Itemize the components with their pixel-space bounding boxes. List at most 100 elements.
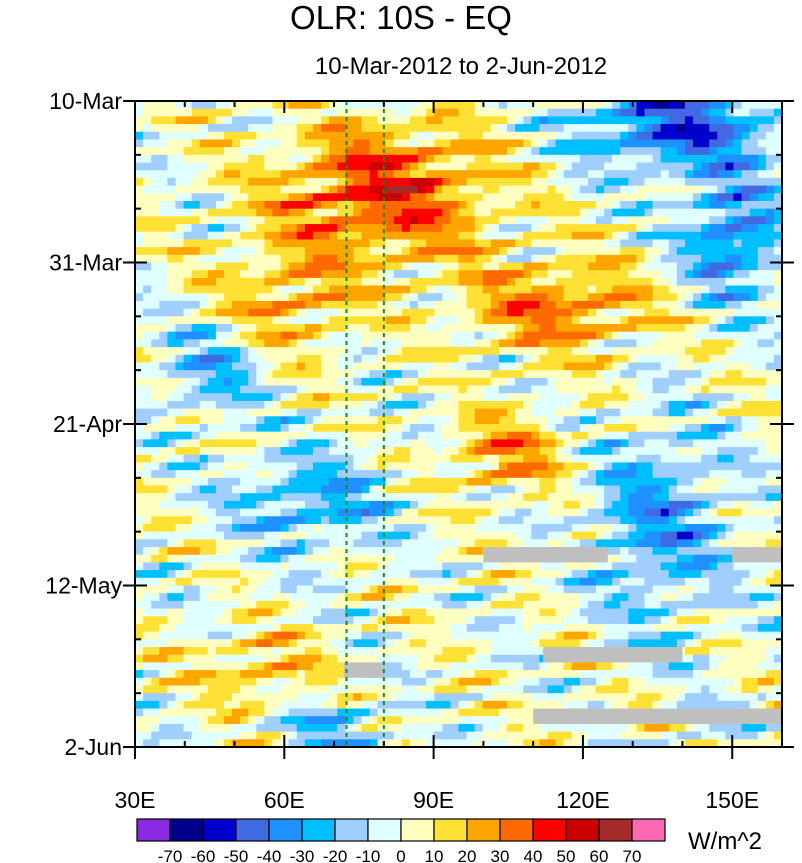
field-cell [765, 354, 775, 364]
field-cell [587, 224, 597, 233]
field-cell [272, 477, 282, 487]
field-cell [345, 562, 354, 571]
field-cell [652, 547, 662, 556]
field-cell [450, 185, 460, 194]
field-cell [393, 562, 403, 571]
field-cell [490, 262, 500, 271]
field-cell [612, 308, 621, 317]
field-cell [450, 385, 460, 394]
field-cell [515, 162, 524, 171]
field-cell [377, 431, 387, 440]
field-cell [361, 308, 371, 317]
field-cell [321, 316, 330, 325]
field-cell [312, 239, 322, 248]
field-cell [361, 477, 371, 487]
field-cell [652, 531, 662, 540]
field-cell [474, 470, 484, 479]
field-cell [523, 285, 532, 294]
field-cell [159, 270, 168, 279]
field-cell [345, 116, 354, 125]
field-cell [458, 354, 468, 364]
field-cell [523, 308, 532, 317]
field-cell [701, 370, 710, 379]
field-cell [143, 247, 152, 256]
field-cell [652, 385, 662, 394]
field-cell [466, 500, 476, 510]
field-cell [183, 131, 193, 141]
field-cell [466, 116, 476, 125]
field-cell [668, 385, 678, 394]
field-cell [458, 239, 468, 248]
field-cell [693, 347, 702, 356]
field-cell [757, 416, 767, 425]
field-cell [312, 231, 322, 241]
field-cell [135, 370, 144, 379]
field-cell [507, 393, 516, 402]
field-cell [604, 262, 613, 271]
field-cell [143, 377, 152, 387]
field-cell [345, 447, 354, 456]
field-cell [531, 362, 540, 371]
field-cell [490, 485, 500, 494]
field-cell [199, 124, 209, 133]
field-cell [434, 570, 443, 579]
field-cell [474, 362, 484, 371]
field-cell [337, 193, 346, 202]
field-cell [668, 262, 678, 271]
field-cell [369, 547, 379, 556]
field-cell [749, 170, 759, 179]
field-cell [490, 493, 500, 502]
field-cell [490, 416, 500, 425]
field-cell [515, 408, 524, 417]
field-cell [143, 554, 152, 564]
field-cell [345, 101, 354, 110]
field-cell [401, 577, 411, 587]
field-cell [167, 339, 177, 348]
field-cell [167, 293, 177, 302]
field-cell [329, 577, 338, 587]
field-cell [612, 316, 621, 325]
field-cell [215, 508, 225, 517]
field-cell [741, 270, 751, 279]
field-cell [571, 293, 581, 302]
field-cell [401, 493, 411, 502]
field-cell [426, 570, 435, 579]
field-cell [523, 208, 532, 217]
field-cell [207, 447, 217, 456]
field-cell [280, 200, 290, 210]
field-cell [612, 277, 621, 287]
field-cell [490, 431, 500, 440]
field-cell [207, 285, 217, 294]
field-cell [474, 131, 484, 141]
field-cell [693, 324, 702, 333]
field-cell [507, 131, 516, 141]
field-cell [636, 570, 646, 579]
field-cell [757, 493, 767, 502]
field-cell [345, 462, 354, 471]
field-cell [288, 116, 298, 125]
field-cell [377, 308, 387, 317]
field-cell [280, 116, 290, 125]
field-cell [321, 239, 330, 248]
field-cell [563, 285, 573, 294]
field-cell [466, 324, 476, 333]
field-cell [135, 354, 144, 364]
field-cell [458, 539, 468, 548]
field-cell [563, 101, 573, 110]
field-cell [426, 539, 435, 548]
field-cell [604, 101, 613, 110]
field-cell [668, 200, 678, 210]
field-cell [507, 300, 516, 310]
field-cell [628, 485, 638, 494]
field-cell [296, 539, 306, 548]
field-cell [256, 247, 265, 256]
field-cell [523, 247, 532, 256]
field-cell [385, 300, 395, 310]
field-cell [207, 247, 217, 256]
field-cell [321, 508, 330, 517]
field-cell [215, 447, 225, 456]
field-cell [490, 316, 500, 325]
field-cell [223, 477, 233, 487]
field-cell [628, 439, 638, 448]
field-cell [531, 570, 540, 579]
